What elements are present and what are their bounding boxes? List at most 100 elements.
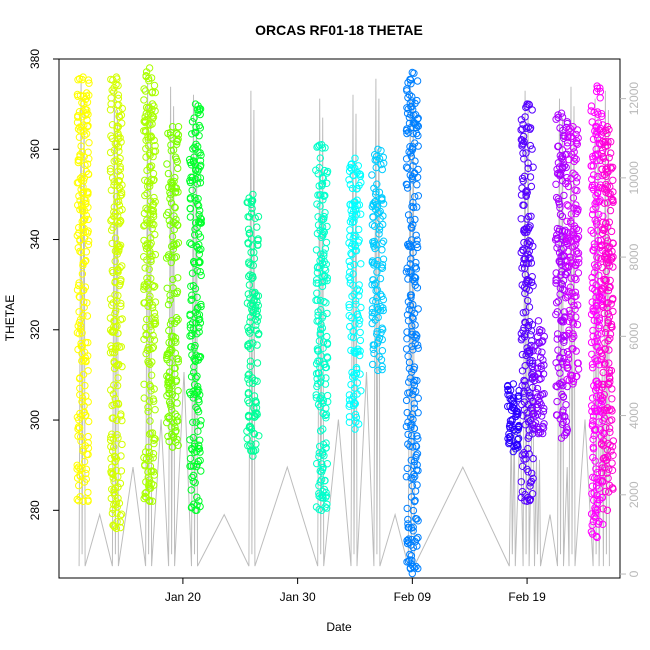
data-point: [403, 264, 411, 272]
data-point: [354, 313, 362, 321]
data-point: [78, 270, 87, 278]
data-point: [521, 271, 530, 279]
data-point: [608, 255, 616, 263]
data-point: [411, 281, 419, 289]
data-point: [168, 253, 176, 261]
data-point: [375, 353, 383, 361]
data-point: [111, 453, 120, 461]
data-point: [113, 240, 121, 248]
data-point: [518, 487, 527, 496]
data-point: [551, 236, 560, 244]
data-point: [345, 396, 354, 404]
data-point: [378, 365, 386, 374]
data-point: [347, 313, 356, 322]
data-point: [406, 76, 415, 84]
data-point: [412, 334, 420, 342]
data-point: [564, 350, 573, 359]
data-point: [589, 332, 597, 340]
data-point: [191, 284, 200, 293]
data-point: [254, 330, 263, 339]
data-point: [140, 222, 148, 230]
data-point: [559, 348, 568, 357]
data-point: [149, 454, 157, 462]
data-point: [525, 346, 534, 354]
data-point: [406, 75, 414, 84]
series-RF01: [73, 73, 93, 505]
data-point: [188, 329, 196, 337]
data-point: [598, 352, 606, 360]
data-point: [143, 166, 151, 175]
data-point: [553, 308, 562, 316]
data-point: [245, 272, 253, 281]
data-point: [315, 482, 323, 490]
data-point: [538, 327, 546, 335]
data-point: [601, 249, 610, 258]
data-point: [191, 161, 200, 169]
data-point: [599, 138, 607, 146]
data-point: [114, 167, 122, 175]
data-point: [141, 87, 150, 95]
data-point: [564, 182, 573, 191]
data-point: [592, 220, 601, 228]
data-point: [378, 239, 386, 248]
data-point: [408, 328, 416, 336]
data-point: [173, 355, 181, 363]
data-point: [163, 160, 171, 168]
data-point: [373, 286, 382, 294]
data-point: [369, 297, 377, 305]
data-point: [404, 430, 412, 439]
data-point: [589, 229, 598, 237]
data-point: [190, 390, 199, 398]
data-point: [412, 129, 421, 138]
data-point: [315, 452, 323, 461]
data-point: [117, 510, 126, 518]
data-point: [146, 292, 154, 300]
data-point: [141, 116, 150, 125]
x-tick-label: Feb 19: [508, 590, 546, 604]
data-point: [252, 404, 261, 412]
data-point: [322, 404, 330, 412]
data-point: [379, 295, 388, 304]
data-point: [600, 414, 609, 422]
data-point: [563, 217, 571, 226]
data-point: [141, 489, 149, 497]
data-point: [319, 440, 328, 449]
data-point: [353, 285, 361, 293]
data-point: [110, 443, 118, 451]
data-point: [314, 263, 322, 271]
data-point: [82, 357, 90, 365]
data-point: [116, 172, 125, 180]
data-point: [404, 164, 412, 172]
data-point: [106, 106, 115, 114]
data-point: [403, 104, 411, 112]
data-point: [106, 295, 115, 303]
data-point: [356, 370, 364, 378]
data-point: [186, 321, 195, 329]
data-point: [172, 253, 181, 261]
data-point: [193, 200, 202, 209]
data-point: [347, 165, 356, 173]
data-point: [409, 203, 418, 212]
data-point: [187, 240, 196, 249]
data-point: [524, 321, 533, 330]
data-point: [171, 370, 179, 378]
data-point: [112, 307, 120, 315]
data-point: [165, 389, 173, 398]
data-point: [591, 509, 600, 517]
data-point: [246, 357, 255, 365]
data-point: [79, 259, 87, 267]
data-point: [533, 410, 542, 419]
data-point: [192, 166, 200, 175]
data-point: [245, 423, 254, 432]
data-point: [556, 225, 564, 233]
data-point: [527, 259, 536, 267]
data-point: [174, 387, 182, 395]
data-point: [559, 131, 568, 139]
data-point: [590, 268, 599, 277]
data-point: [506, 424, 514, 432]
data-point: [107, 186, 116, 194]
series-RF05: [185, 100, 206, 514]
data-point: [164, 413, 172, 421]
data-point: [517, 215, 525, 223]
y-tick-label: 300: [28, 410, 42, 430]
